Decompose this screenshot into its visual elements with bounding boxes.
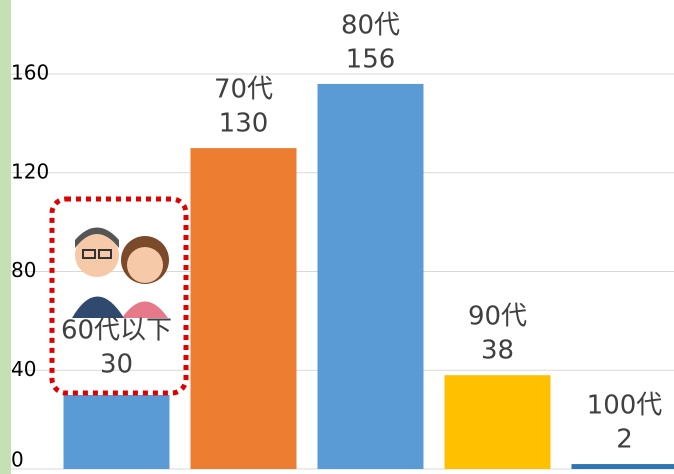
y-tick-label: 160 — [11, 61, 49, 85]
y-tick-label: 40 — [11, 357, 36, 381]
glasses — [98, 249, 112, 259]
woman-face — [127, 247, 163, 283]
labels: 0 40 80 120 160 60代以下 30 70代 130 80代 156 90代 38 100代 2 — [11, 10, 662, 471]
man-body — [72, 296, 124, 318]
data-label-category: 80代 — [341, 10, 400, 40]
bar — [190, 148, 297, 469]
bar — [317, 83, 424, 469]
data-label-category: 100代 — [587, 391, 663, 421]
data-label-category: 90代 — [468, 302, 527, 332]
side-strip — [0, 0, 11, 474]
illustration — [49, 196, 189, 396]
bar — [444, 375, 551, 469]
y-tick-label: 0 — [11, 448, 24, 472]
data-label-value: 30 — [100, 349, 133, 379]
data-label-value: 156 — [346, 44, 396, 74]
bar — [63, 394, 170, 469]
man-hair — [75, 227, 119, 248]
woman-body — [122, 301, 168, 318]
data-label-category: 60代以下 — [61, 315, 172, 345]
y-tick-label: 80 — [11, 258, 36, 282]
glasses — [82, 249, 96, 259]
bars — [63, 83, 674, 469]
bar — [571, 464, 674, 469]
y-tick-label: 120 — [11, 159, 49, 183]
data-label-value: 2 — [616, 425, 633, 455]
data-label-category: 70代 — [214, 75, 273, 105]
data-label-value: 38 — [481, 336, 514, 366]
highlight-box — [49, 196, 189, 396]
data-label-value: 130 — [219, 109, 269, 139]
man-face — [75, 233, 119, 277]
